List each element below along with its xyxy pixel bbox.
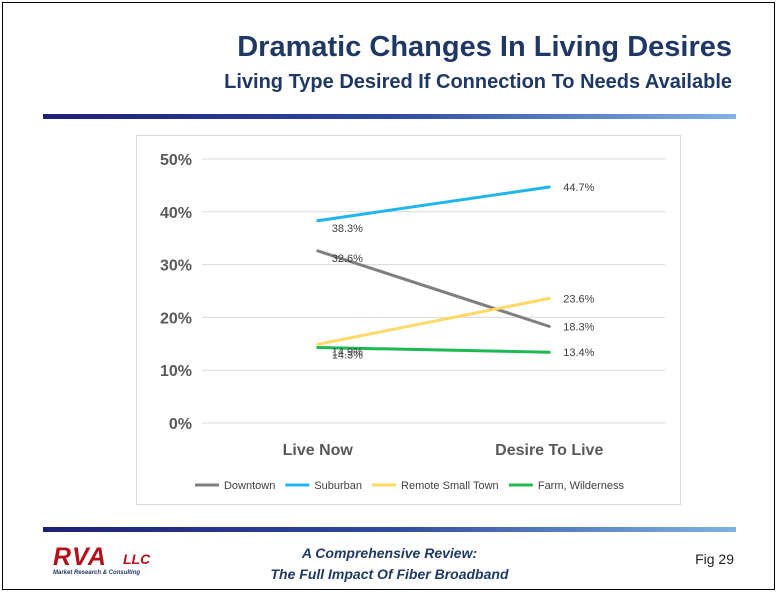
legend-label: Farm, Wilderness (538, 480, 625, 492)
series-line-downtown (316, 249, 551, 328)
header-rule (43, 114, 736, 119)
review-line-1: A Comprehensive Review: (301, 545, 478, 561)
chart-container: 0% 10% 20% 30% 40% 50% Live Now Desire To Live… (136, 135, 681, 505)
slide-title: Dramatic Changes In Living Desires (237, 31, 732, 63)
data-labels: 32.6% 18.3% 38.3% 44.7% 14.9% 23.6% 14.3% 13.4% (332, 182, 595, 362)
legend-label: Remote Small Town (401, 480, 499, 492)
logo-wordmark: RVA (53, 543, 107, 571)
footer-rule (43, 527, 736, 532)
y-tick-label: 30% (160, 258, 192, 275)
y-tick-label: 0% (169, 416, 192, 433)
data-label-remote-small-town: 14.9% (332, 346, 363, 358)
rva-logo: RVA LLC Market Research & Consulting (53, 543, 163, 579)
x-tick-label: Live Now (283, 442, 354, 459)
legend: Downtown Suburban Remote Small Town Farm, W… (194, 480, 625, 492)
review-line-2: The Full Impact Of Fiber Broadband (270, 566, 509, 582)
series-line-suburban (316, 185, 551, 223)
y-tick-label: 20% (160, 310, 192, 327)
x-tick-label: Desire To Live (495, 442, 603, 459)
logo-suffix: LLC (123, 551, 151, 567)
data-label-suburban: 38.3% (332, 223, 363, 235)
series-lines (316, 185, 551, 354)
series-line-remote-small-town (316, 296, 551, 346)
legend-label: Suburban (314, 480, 362, 492)
line-chart: 0% 10% 20% 30% 40% 50% Live Now Desire To Live… (160, 152, 665, 492)
data-label-downtown: 18.3% (563, 321, 594, 333)
data-label-farm-wilderness: 14.3% (332, 349, 363, 361)
slide-subtitle: Living Type Desired If Connection To Nee… (224, 71, 732, 93)
data-label-remote-small-town: 23.6% (563, 293, 594, 305)
series-line-farm-wilderness (316, 345, 551, 354)
logo-tagline: Market Research & Consulting (53, 570, 141, 576)
figure-label: Fig 29 (695, 551, 734, 567)
y-tick-label: 40% (160, 205, 192, 222)
y-tick-label: 10% (160, 363, 192, 380)
data-label-suburban: 44.7% (563, 182, 594, 194)
data-label-farm-wilderness: 13.4% (563, 347, 594, 359)
gridlines (202, 158, 665, 424)
legend-label: Downtown (224, 480, 275, 492)
x-axis-ticks: Live Now Desire To Live (283, 442, 604, 459)
data-label-downtown: 32.6% (332, 253, 363, 265)
y-tick-label: 50% (160, 152, 192, 169)
y-axis-ticks: 0% 10% 20% 30% 40% 50% (160, 152, 192, 433)
